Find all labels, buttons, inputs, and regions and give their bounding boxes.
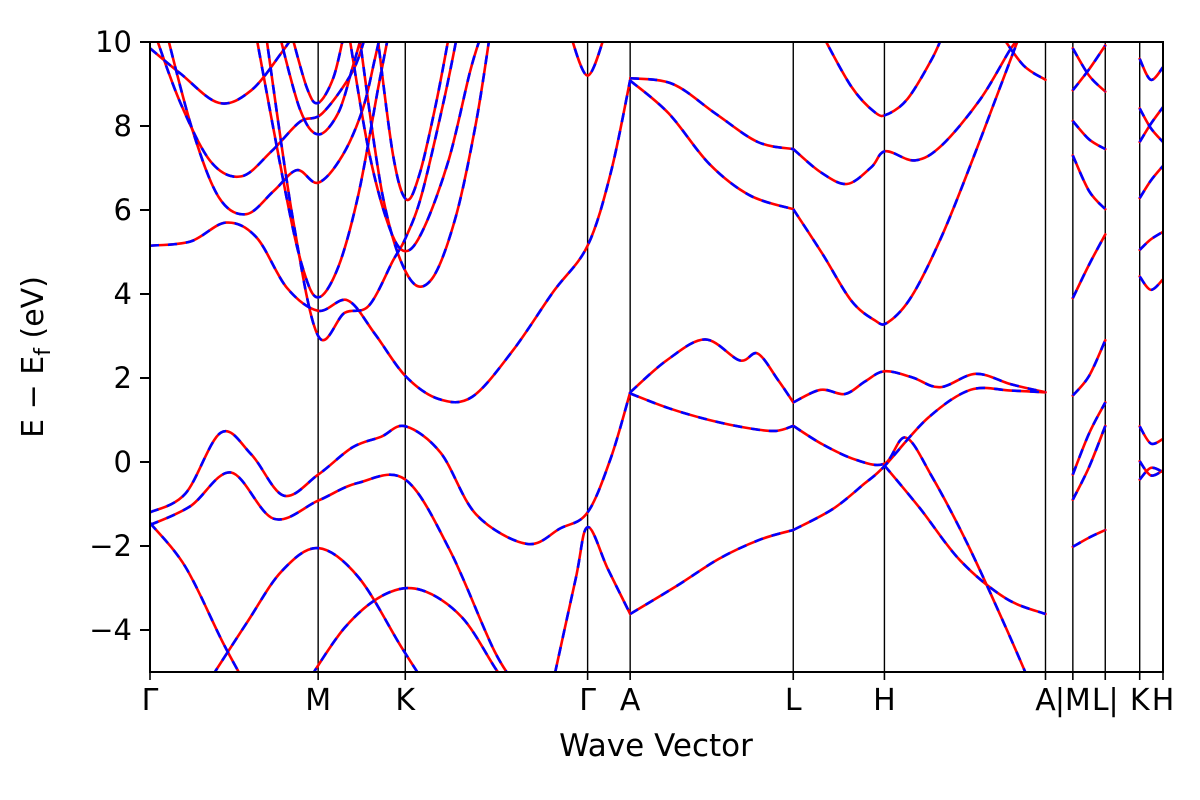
x-tick-label: H xyxy=(1152,683,1175,718)
band-line-red xyxy=(150,391,632,546)
band-line-red xyxy=(628,392,795,433)
band-line-blue-dashed xyxy=(167,42,381,216)
y-axis-label-subscript: f xyxy=(31,348,56,356)
band-line-blue-dashed xyxy=(1071,47,1107,93)
y-tick-label: 2 xyxy=(114,361,132,395)
y-tick-label: 8 xyxy=(114,109,132,143)
band-line-blue-dashed xyxy=(358,42,491,288)
band-line-blue-dashed xyxy=(1071,339,1107,397)
band-line-red xyxy=(256,42,389,299)
x-tick-label: K xyxy=(395,683,416,718)
y-tick-label: 4 xyxy=(114,277,132,311)
band-line-blue-dashed xyxy=(1138,58,1163,82)
band-line-blue-dashed xyxy=(156,42,365,179)
y-tick-label: 6 xyxy=(114,193,132,227)
band-line-red xyxy=(1138,57,1163,82)
band-line-red xyxy=(312,586,500,672)
band-line-blue-dashed xyxy=(348,42,481,253)
band-line-red xyxy=(1071,154,1107,211)
x-tick-label: H xyxy=(873,683,896,718)
band-line-blue-dashed xyxy=(1138,165,1163,199)
bands-red-solid xyxy=(150,42,1163,672)
band-line-red xyxy=(280,42,362,136)
y-axis-label-suffix: (eV) xyxy=(16,276,51,349)
band-line-blue-dashed xyxy=(630,76,794,151)
y-tick-label: −4 xyxy=(89,613,132,647)
band-line-blue-dashed xyxy=(292,42,344,105)
band-line-blue-dashed xyxy=(1071,401,1107,476)
band-line-blue-dashed xyxy=(150,79,632,404)
bands-blue-dashed xyxy=(150,42,1163,672)
band-line-blue-dashed xyxy=(1138,460,1163,477)
y-axis-label: E − Ef (eV) xyxy=(16,276,56,438)
band-line-blue-dashed xyxy=(792,369,1046,404)
band-line-red xyxy=(792,42,1018,186)
y-tick-label: 0 xyxy=(114,445,132,479)
band-line-blue-dashed xyxy=(1004,42,1047,81)
band-line-red xyxy=(265,42,458,342)
band-line-blue-dashed xyxy=(1138,425,1163,446)
band-line-red xyxy=(792,386,1047,532)
x-tick-label: L xyxy=(785,683,802,718)
x-tick-label: L| xyxy=(1092,683,1119,718)
band-line-blue-dashed xyxy=(376,42,450,202)
band-line-red xyxy=(628,76,795,151)
band-line-red xyxy=(628,338,795,404)
band-line-red xyxy=(150,471,509,672)
x-tick-label: Γ xyxy=(579,683,596,718)
x-tick-label: A xyxy=(1035,683,1056,718)
band-line-blue-dashed xyxy=(1072,528,1106,548)
band-line-blue-dashed xyxy=(1138,107,1163,143)
band-line-blue-dashed xyxy=(792,42,1019,326)
band-line-blue-dashed xyxy=(1071,154,1107,211)
y-tick-label: −2 xyxy=(89,529,132,563)
band-line-blue-dashed xyxy=(553,525,632,672)
band-line-blue-dashed xyxy=(824,42,942,118)
band-line-blue-dashed xyxy=(150,471,509,672)
band-line-red xyxy=(376,42,450,202)
band-line-red xyxy=(571,42,604,77)
x-tick-label: Γ xyxy=(142,683,159,718)
band-line-blue-dashed xyxy=(629,392,794,433)
band-line-blue-dashed xyxy=(213,546,419,672)
x-axis-label: Wave Vector xyxy=(559,728,753,764)
band-line-blue-dashed xyxy=(1138,106,1163,143)
y-tick-label: 10 xyxy=(95,25,132,59)
band-line-blue-dashed xyxy=(1071,120,1106,151)
band-line-blue-dashed xyxy=(1071,425,1107,501)
band-line-blue-dashed xyxy=(1071,233,1107,299)
y-axis-label-prefix: E − E xyxy=(16,355,51,438)
band-line-red xyxy=(1138,425,1163,446)
axes-spines xyxy=(149,41,1164,673)
band-line-blue-dashed xyxy=(1138,466,1163,481)
band-line-blue-dashed xyxy=(629,528,794,616)
band-line-blue-dashed xyxy=(150,391,632,546)
band-line-red xyxy=(824,42,942,118)
x-tick-label: |M xyxy=(1055,683,1091,718)
band-line-blue-dashed xyxy=(312,586,500,672)
band-line-blue-dashed xyxy=(792,424,1027,672)
x-tick-label: K xyxy=(1130,683,1151,718)
x-tick-label: M xyxy=(305,683,331,718)
band-line-blue-dashed xyxy=(150,522,241,672)
band-line-blue-dashed xyxy=(1138,230,1163,251)
band-line-blue-dashed xyxy=(1138,275,1163,292)
band-line-blue-dashed xyxy=(883,464,1046,616)
band-line-red xyxy=(792,369,1047,404)
band-line-blue-dashed xyxy=(629,79,794,211)
band-line-blue-dashed xyxy=(256,42,389,299)
band-line-blue-dashed xyxy=(629,338,795,404)
band-line-red xyxy=(792,424,1027,672)
band-line-red xyxy=(553,525,632,672)
x-tick-label: A xyxy=(620,683,641,718)
band-line-blue-dashed xyxy=(792,42,1018,186)
band-line-red xyxy=(628,528,795,616)
band-line-blue-dashed xyxy=(265,42,458,342)
band-line-blue-dashed xyxy=(1071,44,1107,92)
